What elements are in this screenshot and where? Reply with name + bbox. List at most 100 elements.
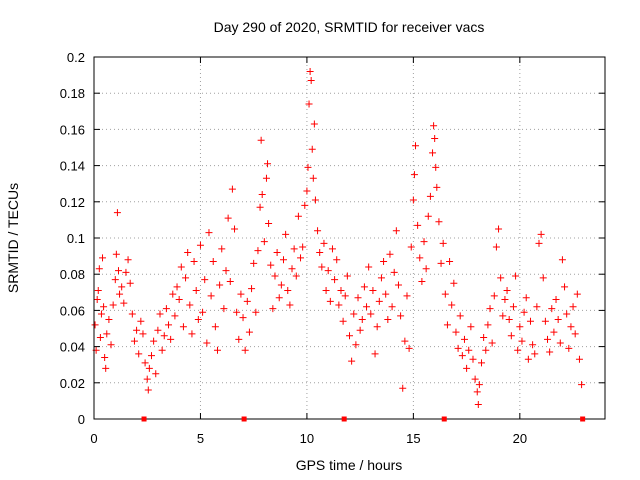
data-point: [392, 227, 400, 235]
data-point: [154, 326, 162, 334]
data-point: [241, 346, 249, 354]
data-point: [169, 290, 177, 298]
data-point: [341, 292, 349, 300]
data-point: [541, 317, 549, 325]
data-point: [420, 238, 428, 246]
data-point: [267, 261, 275, 269]
data-point: [424, 212, 432, 220]
data-point: [416, 254, 424, 262]
data-point: [100, 303, 108, 311]
y-tick-label: 0.12: [60, 195, 85, 210]
x-axis-markers: [141, 416, 586, 422]
data-point: [139, 330, 147, 338]
y-tick-label: 0.14: [60, 159, 85, 174]
data-point: [113, 209, 121, 217]
data-point: [320, 239, 328, 247]
data-point: [137, 317, 145, 325]
data-point: [109, 301, 117, 309]
data-point: [160, 332, 168, 340]
data-point: [401, 337, 409, 345]
y-tick-label: 0.06: [60, 303, 85, 318]
data-point: [356, 326, 364, 334]
data-point: [537, 230, 545, 238]
data-point: [222, 267, 230, 275]
data-point: [120, 299, 128, 307]
data-point: [473, 388, 481, 396]
data-point: [305, 100, 313, 108]
data-point: [501, 296, 509, 304]
data-point: [373, 323, 381, 331]
data-point: [435, 218, 443, 226]
data-point: [535, 239, 543, 247]
data-point: [194, 315, 202, 323]
data-point: [432, 163, 440, 171]
data-point: [426, 192, 434, 200]
data-point: [128, 310, 136, 318]
data-point: [216, 281, 224, 289]
y-tick-label: 0.16: [60, 122, 85, 137]
data-point: [556, 339, 564, 347]
data-point: [102, 364, 110, 372]
data-point: [563, 310, 571, 318]
data-point: [352, 341, 360, 349]
data-point: [354, 294, 362, 302]
data-point: [409, 196, 417, 204]
data-point: [203, 339, 211, 347]
data-point: [171, 312, 179, 320]
data-point: [363, 303, 371, 311]
data-point: [452, 328, 460, 336]
data-point: [309, 174, 317, 182]
data-point: [258, 191, 266, 199]
data-point: [554, 315, 562, 323]
data-point: [93, 296, 101, 304]
data-point: [348, 357, 356, 365]
data-point: [177, 263, 185, 271]
data-point: [407, 243, 415, 251]
data-point: [367, 310, 375, 318]
data-point: [410, 171, 418, 179]
data-point: [112, 250, 120, 258]
data-point: [224, 214, 232, 222]
data-point: [218, 245, 226, 253]
data-point: [465, 346, 473, 354]
data-point: [299, 243, 307, 251]
data-point: [469, 355, 477, 363]
data-point: [144, 386, 152, 394]
x-tick-label: 15: [406, 431, 420, 446]
data-point: [358, 315, 366, 323]
data-point: [339, 317, 347, 325]
data-point: [316, 248, 324, 256]
data-point: [495, 225, 503, 233]
y-tick-label: 0.04: [60, 340, 85, 355]
data-point: [418, 277, 426, 285]
data-point: [188, 330, 196, 338]
data-point: [133, 326, 141, 334]
data-point: [567, 323, 575, 331]
data-point: [394, 281, 402, 289]
data-point: [243, 297, 251, 305]
data-point: [335, 301, 343, 309]
data-point: [499, 312, 507, 320]
data-point: [184, 248, 192, 256]
data-point: [454, 344, 462, 352]
y-axis-label: SRMTID / TECUs: [5, 183, 21, 293]
x-tick-label: 10: [300, 431, 314, 446]
data-point: [310, 120, 318, 128]
data-point: [548, 305, 556, 313]
data-point: [569, 303, 577, 311]
data-point: [460, 335, 468, 343]
data-point: [228, 185, 236, 193]
data-point: [158, 346, 166, 354]
data-point: [382, 290, 390, 298]
data-point: [307, 77, 315, 85]
data-point: [143, 375, 151, 383]
data-point: [124, 256, 132, 264]
data-point: [114, 267, 122, 275]
data-point: [399, 384, 407, 392]
data-point: [196, 241, 204, 249]
data-point: [260, 238, 268, 246]
data-point: [262, 174, 270, 182]
data-point: [111, 276, 119, 284]
data-point: [365, 263, 373, 271]
x-axis-marker: [580, 416, 586, 422]
